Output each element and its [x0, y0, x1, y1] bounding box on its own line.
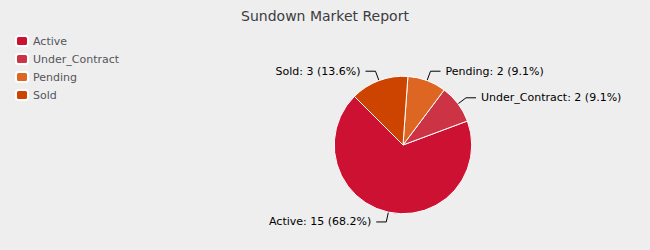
svg-text:Active: Active — [33, 35, 67, 48]
svg-text:Under_Contract: 2 (9.1%): Under_Contract: 2 (9.1%) — [481, 91, 621, 104]
svg-text:Sold: 3 (13.6%): Sold: 3 (13.6%) — [275, 65, 360, 78]
svg-text:Sundown Market Report: Sundown Market Report — [241, 8, 409, 24]
svg-text:Active: 15 (68.2%): Active: 15 (68.2%) — [269, 215, 371, 228]
svg-text:Sold: Sold — [33, 89, 57, 102]
svg-text:Pending: 2 (9.1%): Pending: 2 (9.1%) — [446, 65, 544, 78]
svg-text:Pending: Pending — [33, 71, 77, 84]
svg-text:Under_Contract: Under_Contract — [33, 53, 120, 66]
